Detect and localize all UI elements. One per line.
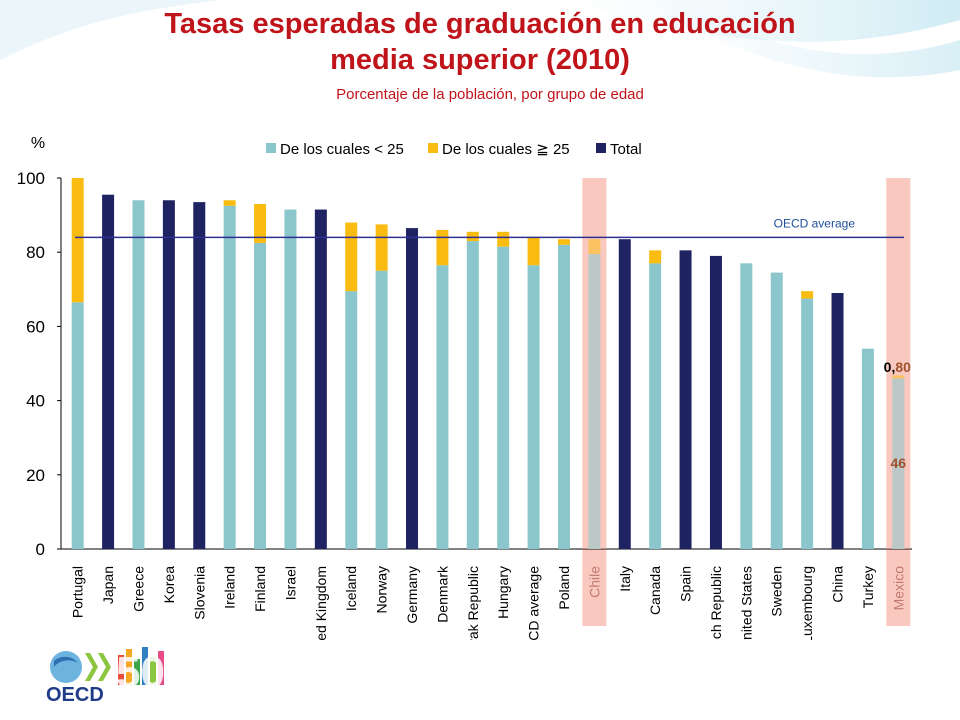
y-tick-label: 80 [26,243,45,262]
x-tick-label: Norway [374,566,390,613]
x-tick-label: Iceland [343,566,359,611]
bar-under25 [801,298,814,549]
x-tick-label: OECD average [526,566,542,640]
y-tick-label: 60 [26,317,45,336]
bar-under25 [527,265,540,549]
bar-over25 [801,291,814,299]
bar-over25 [345,222,358,292]
bar-over25 [557,239,570,245]
x-tick-label: China [830,566,846,603]
oecd-average-label: OECD average [774,216,856,230]
legend-label-under25: De los cuales < 25 [280,141,404,158]
y-axis-label: % [31,135,45,152]
x-tick-label: Germany [404,566,420,624]
bar-over25 [649,250,662,264]
bar-total [193,202,206,550]
x-tick-label: Italy [617,566,633,592]
highlight-overlay [582,178,607,549]
y-tick-label: 100 [17,169,45,188]
bar-total [618,239,631,549]
x-tick-label: Slovak Republic [465,566,481,640]
bar-over25 [497,231,510,247]
x-tick-label: Japan [100,566,116,604]
bar-under25 [740,263,753,549]
bar-over25 [375,224,388,271]
x-tick-label: Poland [556,566,572,610]
x-tick-label: Denmark [434,565,450,623]
bar-under25 [892,378,905,549]
bar-total [406,228,419,549]
bar-under25 [588,254,601,549]
x-tick-label: Hungary [495,566,511,619]
y-tick-label: 20 [26,466,45,485]
bar-over25 [436,229,449,266]
bar-under25 [284,209,297,549]
bar-total [162,200,175,549]
bar-under25 [132,200,145,549]
bar-over25 [892,375,905,379]
x-tick-label: Finland [252,566,268,612]
legend-swatch-over25 [428,143,438,153]
legend-label-over25: De los cuales ≧ 25 [442,141,570,158]
x-tick-label: Czech Republic [708,566,724,640]
bar-over25 [466,231,479,242]
x-tick-label: Turkey [860,566,876,608]
legend-swatch-under25 [266,143,276,153]
bar-total [831,293,844,549]
bar-total [709,255,722,549]
bar-over25 [71,178,84,303]
x-tick-label: Portugal [70,566,86,618]
background-swirl [0,0,960,78]
bar-under25 [254,242,267,550]
x-tick-label: Sweden [769,566,785,617]
bar-over25 [588,239,601,255]
annotation-under25-value: 46 [891,455,907,471]
oecd-50-logo: 50 OECD [46,647,165,705]
bar-total [314,209,327,549]
bar-under25 [497,246,510,549]
logo-text: OECD [46,684,104,705]
logo-anniversary: 50 [116,648,165,697]
x-tick-label: Mexico [890,566,906,611]
y-tick-label: 40 [26,392,45,411]
bar-under25 [557,244,570,549]
bar-under25 [223,205,236,549]
bar-over25 [223,200,236,206]
chart-title-line1: Tasas esperadas de graduación en educaci… [164,8,796,40]
highlight-overlay [886,178,911,549]
x-tick-label: Chile [586,566,602,598]
bar-under25 [375,270,388,549]
bar-over25 [527,237,540,266]
x-tick-label: Slovenia [191,566,207,620]
bar-under25 [436,265,449,549]
x-tick-label: United States [738,566,754,640]
bar-under25 [861,348,874,549]
y-tick-label: 0 [36,540,45,559]
legend-label-total: Total [610,141,642,158]
bar-under25 [770,272,783,549]
x-tick-label: Korea [161,566,177,604]
chart-subtitle: Porcentaje de la población, por grupo de… [336,86,644,103]
x-tick-label: Canada [647,566,663,615]
annotation-over25-value: 0,80 [884,359,911,375]
x-tick-label: Ireland [222,566,238,609]
legend-swatch-total [596,143,606,153]
bar-total [679,250,692,549]
chart-title-line2: media superior (2010) [330,44,630,76]
bar-total [102,194,115,549]
bar-under25 [71,302,84,549]
bar-under25 [345,291,358,549]
bar-chart: 0 20 40 60 80 100% De los cuales < 25 De los cu… [17,135,912,640]
bar-over25 [254,203,267,243]
x-tick-label: Spain [678,566,694,602]
bar-under25 [466,241,479,549]
x-tick-label: Israel [282,566,298,600]
x-tick-label: United Kingdom [313,566,329,640]
x-tick-label: Greece [130,566,146,612]
x-tick-label: Luxembourg [799,566,815,640]
bar-under25 [649,263,662,549]
